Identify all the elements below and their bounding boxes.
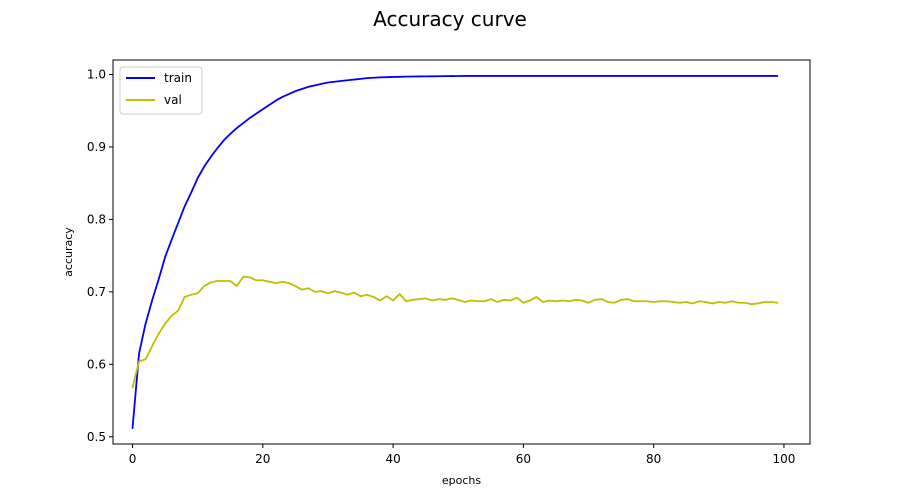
x-tick-label: 100 bbox=[772, 452, 795, 466]
x-tick-label: 40 bbox=[385, 452, 400, 466]
legend: train val bbox=[119, 66, 203, 115]
legend-label-train: train bbox=[164, 71, 192, 85]
x-axis-label: epochs bbox=[442, 474, 481, 487]
y-tick-label: 1.0 bbox=[87, 67, 106, 81]
chart-title: Accuracy curve bbox=[373, 7, 527, 31]
y-tick-label: 0.6 bbox=[87, 357, 106, 371]
y-tick-label: 0.5 bbox=[87, 430, 106, 444]
series-line-val bbox=[131, 275, 779, 389]
y-tick-label: 0.8 bbox=[87, 212, 106, 226]
y-axis-label: accuracy bbox=[62, 227, 75, 277]
legend-label-val: val bbox=[164, 93, 182, 107]
x-tick-label: 60 bbox=[516, 452, 531, 466]
plot-lines bbox=[131, 75, 779, 429]
series-line-train bbox=[131, 75, 779, 429]
plot-area bbox=[112, 59, 811, 445]
x-axis: 0 20 40 60 80 100 bbox=[129, 444, 795, 466]
y-tick-label: 0.7 bbox=[87, 285, 106, 299]
x-tick-label: 20 bbox=[255, 452, 270, 466]
x-tick-label: 0 bbox=[129, 452, 137, 466]
y-axis: 0.5 0.6 0.7 0.8 0.9 1.0 bbox=[87, 67, 113, 444]
y-tick-label: 0.9 bbox=[87, 140, 106, 154]
x-tick-label: 80 bbox=[646, 452, 661, 466]
